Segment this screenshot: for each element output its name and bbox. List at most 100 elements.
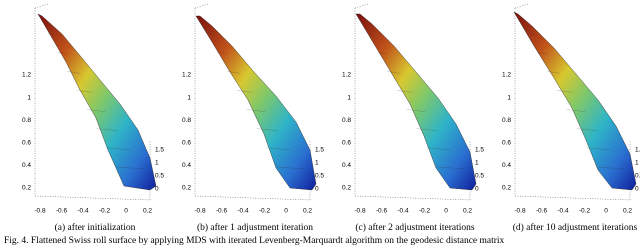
depth-tick-label: 1.5 — [635, 147, 640, 154]
bottom-tick-label: -0.6 — [376, 208, 388, 215]
mesh-line — [557, 90, 573, 93]
vertical-tick-label: 1 — [187, 94, 191, 101]
bottom-tick-label: -0.8 — [354, 208, 366, 215]
vertical-tick-label: 0.4 — [342, 162, 351, 169]
axis-line — [354, 195, 471, 201]
bottom-tick-label: -0.4 — [77, 208, 89, 215]
depth-tick-label: 1 — [635, 160, 639, 167]
depth-tick-label: 1.5 — [155, 147, 164, 154]
bottom-tick-label: 0 — [604, 208, 608, 215]
mesh-line — [106, 147, 131, 150]
mesh-line — [377, 52, 388, 55]
panel-caption: (d) after 10 adjustment iterations — [513, 222, 638, 233]
bottom-tick-label: -0.2 — [419, 208, 431, 215]
depth-tick-label: 0 — [635, 186, 639, 193]
bottom-tick-label: -0.2 — [99, 208, 111, 215]
bottom-tick-label: 0.2 — [303, 208, 312, 215]
depth-tick-label: 1 — [155, 160, 159, 167]
vertical-tick-label: 1 — [347, 94, 351, 101]
mesh-line — [237, 90, 253, 93]
mesh-line — [86, 109, 106, 112]
depth-tick-label: 1 — [475, 160, 479, 167]
bottom-tick-label: -0.8 — [514, 208, 526, 215]
vertical-tick-label: 1 — [27, 94, 31, 101]
mesh-line — [586, 147, 611, 150]
bottom-tick-label: -0.6 — [536, 208, 548, 215]
vertical-tick-label: 1.2 — [502, 72, 511, 79]
vertical-tick-label: 0.6 — [502, 140, 511, 147]
mesh-line — [406, 109, 426, 112]
panel-caption: (a) after initialization — [55, 222, 136, 233]
depth-tick-label: 1.5 — [475, 147, 484, 154]
vertical-tick-label: 1.2 — [182, 72, 191, 79]
axis-line — [34, 195, 151, 201]
mesh-line — [77, 90, 93, 93]
vertical-tick-label: 0.6 — [182, 140, 191, 147]
bottom-tick-label: -0.2 — [579, 208, 591, 215]
axis-line — [514, 195, 631, 201]
surface — [37, 13, 157, 191]
depth-tick-label: 0.5 — [315, 173, 324, 180]
mesh-line — [527, 32, 535, 36]
axis-line — [194, 195, 311, 201]
panel: 0.2 0.4 0.6 0.8 1 1.2 -0.8 -0.6 -0.4 -0.2 0 0.2 0 0.5… — [342, 3, 484, 233]
bottom-tick-label: -0.2 — [259, 208, 271, 215]
surface — [355, 13, 477, 191]
mesh-line — [436, 166, 464, 170]
mesh-line — [116, 166, 144, 170]
bottom-tick-label: -0.4 — [237, 208, 249, 215]
depth-tick-label: 0 — [155, 186, 159, 193]
axis-line — [354, 3, 369, 9]
mesh-line — [576, 128, 599, 131]
mesh-line — [426, 147, 451, 150]
depth-tick-label: 0 — [475, 186, 479, 193]
mesh-line — [276, 166, 304, 170]
vertical-tick-label: 0.8 — [182, 117, 191, 124]
mesh-line — [387, 71, 401, 74]
depth-tick-label: 0 — [315, 186, 319, 193]
axis-line — [34, 3, 49, 9]
vertical-tick-label: 0.4 — [182, 162, 191, 169]
vertical-tick-label: 1 — [507, 94, 511, 101]
mesh-line — [207, 32, 215, 36]
mesh-line — [96, 128, 119, 131]
mesh-line — [256, 128, 279, 131]
depth-tick-label: 1 — [315, 160, 319, 167]
panel-caption: (b) after 1 adjustment iteration — [197, 222, 313, 233]
vertical-tick-label: 0.6 — [22, 140, 31, 147]
bottom-tick-label: -0.6 — [216, 208, 228, 215]
bottom-tick-label: 0 — [444, 208, 448, 215]
bottom-tick-label: 0 — [284, 208, 288, 215]
vertical-tick-label: 1.2 — [342, 72, 351, 79]
bottom-tick-label: -0.4 — [397, 208, 409, 215]
mesh-line — [57, 52, 68, 55]
mesh-line — [566, 109, 586, 112]
vertical-tick-label: 0.4 — [502, 162, 511, 169]
mesh-line — [416, 128, 439, 131]
panel: 0.2 0.4 0.6 0.8 1 1.2 -0.8 -0.6 -0.4 -0.2 0 0.2 0 0.5… — [502, 3, 640, 233]
vertical-tick-label: 0.8 — [342, 117, 351, 124]
mesh-line — [67, 71, 81, 74]
axis-line — [514, 3, 529, 9]
surface — [195, 15, 317, 191]
mesh-line — [47, 32, 55, 36]
surface — [513, 11, 637, 191]
vertical-tick-label: 0.8 — [22, 117, 31, 124]
bottom-tick-label: 0.2 — [623, 208, 632, 215]
mesh-line — [397, 90, 413, 93]
vertical-tick-label: 0.8 — [502, 117, 511, 124]
panel-caption: (c) after 2 adjustment iterations — [355, 222, 475, 233]
vertical-tick-label: 0.2 — [22, 185, 31, 192]
vertical-tick-label: 0.2 — [342, 185, 351, 192]
bottom-tick-label: 0.2 — [463, 208, 472, 215]
bottom-tick-label: -0.8 — [194, 208, 206, 215]
mesh-line — [266, 147, 291, 150]
vertical-tick-label: 0.4 — [22, 162, 31, 169]
mesh-line — [217, 52, 228, 55]
mesh-line — [367, 32, 375, 36]
vertical-tick-label: 1.2 — [22, 72, 31, 79]
mesh-line — [246, 109, 266, 112]
figure-caption: Fig. 4. Flattened Swiss roll surface by … — [4, 235, 505, 246]
panel: 0.2 0.4 0.6 0.8 1 1.2 -0.8 -0.6 -0.4 -0.2 0 0.2 0 0.5… — [182, 3, 324, 233]
bottom-tick-label: 0 — [124, 208, 128, 215]
